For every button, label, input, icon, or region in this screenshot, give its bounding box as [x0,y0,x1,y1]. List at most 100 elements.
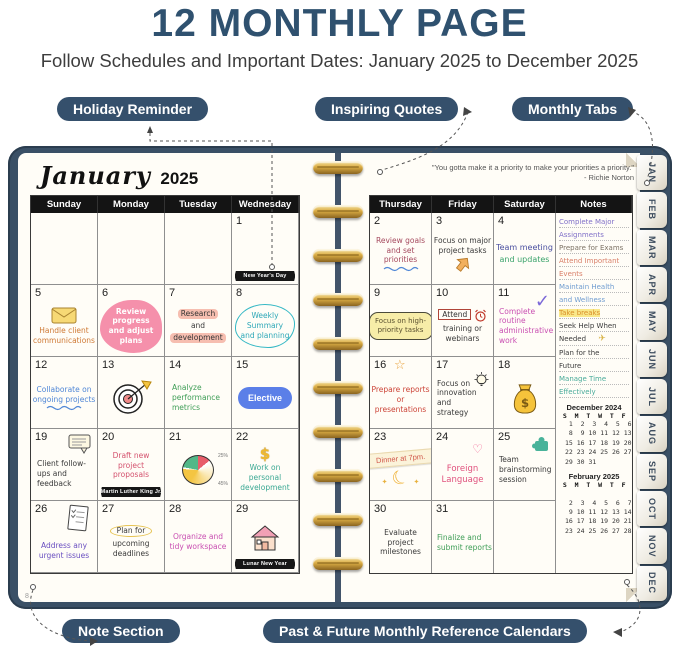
day-number: 16 [374,359,387,371]
cell-jan-4: 4 Team meeting and updates [494,213,556,285]
note-bubble-icon [68,434,91,454]
note-line: Attend Important [559,254,629,267]
cell-jan-20: 20 Draft new project proposals Martin Lu… [98,429,165,501]
mini-calendar-dow: S M T W T F S [559,412,632,420]
month-name: January [40,161,151,190]
page-number: 8 [25,593,29,600]
quote-author: - Richie Norton [583,173,634,183]
mini-calendar-row: 1 2 3 4 5 6 7 [568,420,632,428]
cell-jan-24: 24 ♡ Foreign Language [432,429,494,501]
header-wednesday: Wednesday [232,196,299,213]
day-number: 17 [436,359,449,371]
mini-calendar-december: December 2024 S M T W T F S 1 2 3 4 5 6 … [559,403,632,467]
calendar-left-grid: Sunday Monday Tuesday Wednesday 1 New Ye… [30,195,300,574]
cell-note: and [190,321,206,331]
spiral-coil [313,249,363,262]
note-line: Effectively [559,385,629,398]
spiral-coil [313,381,363,394]
cell-jan-5: 5 Handle client communications [31,285,98,357]
day-number: 6 [102,287,109,299]
holiday-ribbon: Lunar New Year [234,559,296,569]
inspiring-quote: "You gotta make it a priority to make yo… [384,163,634,183]
cell-note: Focus on innovation and strategy [437,378,477,417]
cell-jan-17: 17 Focus on innovation and strategy [432,357,494,429]
cell-note: Handle client communications [33,325,95,345]
cell-jan-27: 27 Plan for upcoming deadlines [98,501,165,573]
mini-calendar-row: 23 24 25 26 27 28 [565,526,632,535]
pie-label: 45% [217,481,228,487]
cell-jan-6: 6 Review progress and adjust plans [98,285,165,357]
holiday-ribbon: New Year's Day [234,271,296,281]
day-number: 12 [35,359,48,371]
planner-cover: January 2025 Sunday Monday Tuesday Wedne… [8,146,672,609]
cell-note: Organize and tidy workspace [169,532,227,551]
callout-holiday-reminder: Holiday Reminder [57,97,209,121]
cell-jan-13: 13 [98,357,165,429]
spiral-coil [313,161,363,174]
cell-note: Evaluate project milestones [380,527,421,557]
tab-aug: AUG [637,416,667,452]
month-year: 2025 [160,169,199,188]
note-line: Prepare for Exams [559,241,629,254]
puzzle-piece-icon [532,437,548,451]
cell-jan-12: 12 Collaborate on ongoing projects [31,357,98,429]
day-number: 31 [436,503,449,515]
day-number: 5 [35,287,42,299]
mini-calendar-row: 29 30 31 [565,457,597,466]
right-page: "You gotta make it a priority to make yo… [366,153,640,602]
tab-jul: JUL [637,378,667,415]
note-line: Future [559,359,629,372]
cell-jan-28: 28 Organize and tidy workspace [165,501,232,573]
day-number: 27 [102,503,115,515]
day-number: 3 [436,215,443,227]
mini-calendar-row: 9 10 11 12 13 14 15 [568,507,632,516]
day-number: 8 [236,287,243,299]
day-number: 7 [169,287,176,299]
cell-jan-25: 25 Team brainstorming session [494,429,556,501]
boxed-text: Attend [438,309,472,321]
spiral-binding [310,153,366,602]
mini-calendar-row: 22 23 24 25 26 27 28 [565,448,632,457]
cell-empty [31,213,98,285]
cell-note: training or webinars [442,323,483,343]
mini-calendar-row: 16 17 18 19 20 21 22 [565,517,632,526]
note-line: Seek Help When [559,319,629,332]
spiral-coil [313,425,363,438]
note-line: and Wellness [559,293,629,306]
paper-plane-icon: ✈ [598,333,606,344]
day-number: 22 [236,431,249,443]
cell-jan-2: 2 Review goals and set priorities [370,213,432,285]
cell-jan-18: 18 $ [494,357,556,429]
header-notes: Notes [556,196,632,213]
cell-jan-15: 15 Elective [232,357,299,429]
cell-note: and updates [499,254,550,264]
page-subtitle: Follow Schedules and Important Dates: Ja… [40,50,639,71]
speech-bubble: Focus on high-priority tasks [370,311,431,341]
highlight-text: development [170,332,226,343]
callout-reference-calendars: Past & Future Monthly Reference Calendar… [263,619,587,643]
day-number: 1 [236,215,243,227]
note-line-highlighted: Take breaks [559,308,601,317]
cell-note: Analyze performance metrics [172,383,221,412]
spiral-coil [313,557,363,570]
day-number: 18 [498,359,511,371]
check-icon: ✓ [534,291,550,312]
money-bag-icon: $ [513,383,536,414]
circled-text: Plan for [109,525,153,538]
day-number: 4 [498,215,505,227]
cell-jan-9: 9 Focus on high-priority tasks [370,285,432,357]
cell-empty [494,501,556,573]
month-title: January 2025 [40,161,198,190]
cell-note: Foreign Language [441,463,484,485]
callout-note-section: Note Section [62,619,180,643]
day-number: 26 [35,503,48,515]
highlight-text: Research [177,309,219,320]
mini-calendar-row: 2 3 4 5 6 7 8 [568,498,632,507]
cell-note: Draft new project proposals [112,450,150,480]
cell-note: Finalize and submit reports [437,532,492,552]
holiday-ribbon: Martin Luther King Jr. Day [100,487,162,497]
cell-jan-3: 3 Focus on major project tasks [432,213,494,285]
dollar-icon: $ [259,445,271,464]
alarm-clock-icon [474,309,486,322]
day-number: 13 [102,359,115,371]
